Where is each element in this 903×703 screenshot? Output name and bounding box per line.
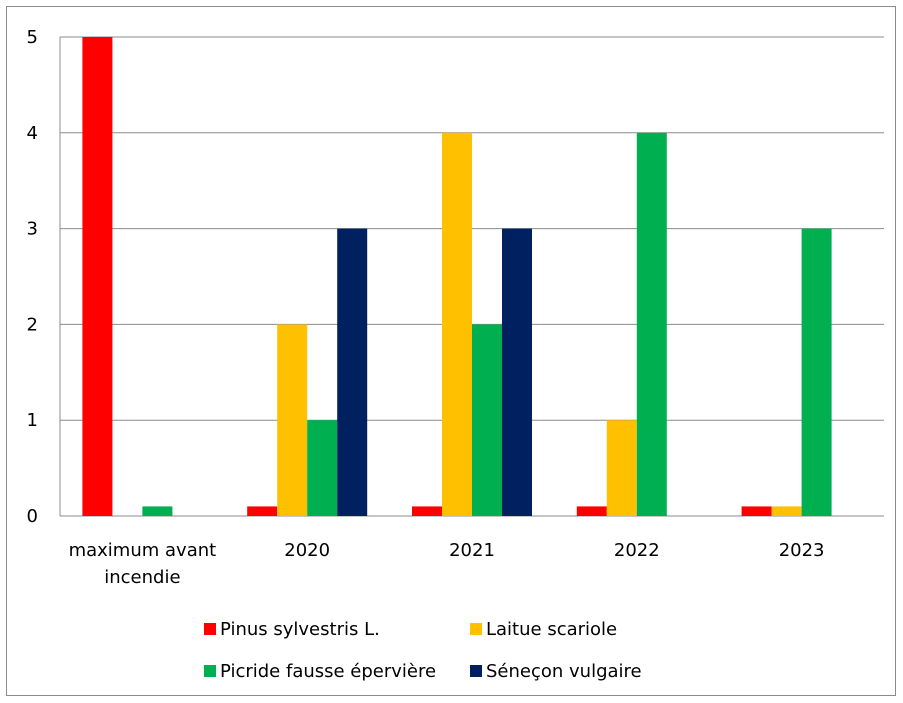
bar: [636, 132, 667, 517]
bar: [741, 506, 772, 516]
bar: [412, 506, 442, 516]
bar: [472, 324, 502, 516]
bar: [801, 228, 832, 516]
bar: [82, 37, 113, 516]
x-tick-label: 2021: [449, 540, 495, 561]
x-tick-label: incendie: [104, 567, 180, 588]
y-tick-label: 2: [27, 314, 38, 335]
legend-label: Séneçon vulgaire: [486, 661, 642, 682]
bar: [307, 420, 338, 516]
legend-swatch: [470, 665, 482, 677]
bar: [277, 324, 308, 516]
bar: [771, 506, 802, 516]
legend-swatch: [204, 623, 216, 635]
y-tick-label: 0: [27, 506, 38, 527]
legend-swatch: [204, 665, 216, 677]
bar: [576, 506, 607, 516]
x-tick-label: 2020: [284, 540, 330, 561]
legend-label: Laitue scariole: [486, 619, 617, 640]
bar: [502, 228, 532, 516]
bar: [337, 228, 368, 516]
x-tick-label: 2023: [779, 540, 825, 561]
bar: [247, 506, 278, 516]
bar: [442, 132, 472, 517]
x-tick-label: maximum avant: [69, 540, 217, 561]
legend-swatch: [470, 623, 482, 635]
bar: [142, 506, 173, 516]
bar: [606, 420, 637, 516]
legend-label: Picride fausse épervière: [220, 661, 436, 682]
y-tick-label: 3: [27, 219, 38, 240]
y-tick-label: 5: [27, 27, 38, 48]
y-tick-label: 4: [27, 123, 38, 144]
x-tick-label: 2022: [614, 540, 660, 561]
y-tick-label: 1: [27, 410, 38, 431]
legend-label: Pinus sylvestris L.: [220, 619, 380, 640]
